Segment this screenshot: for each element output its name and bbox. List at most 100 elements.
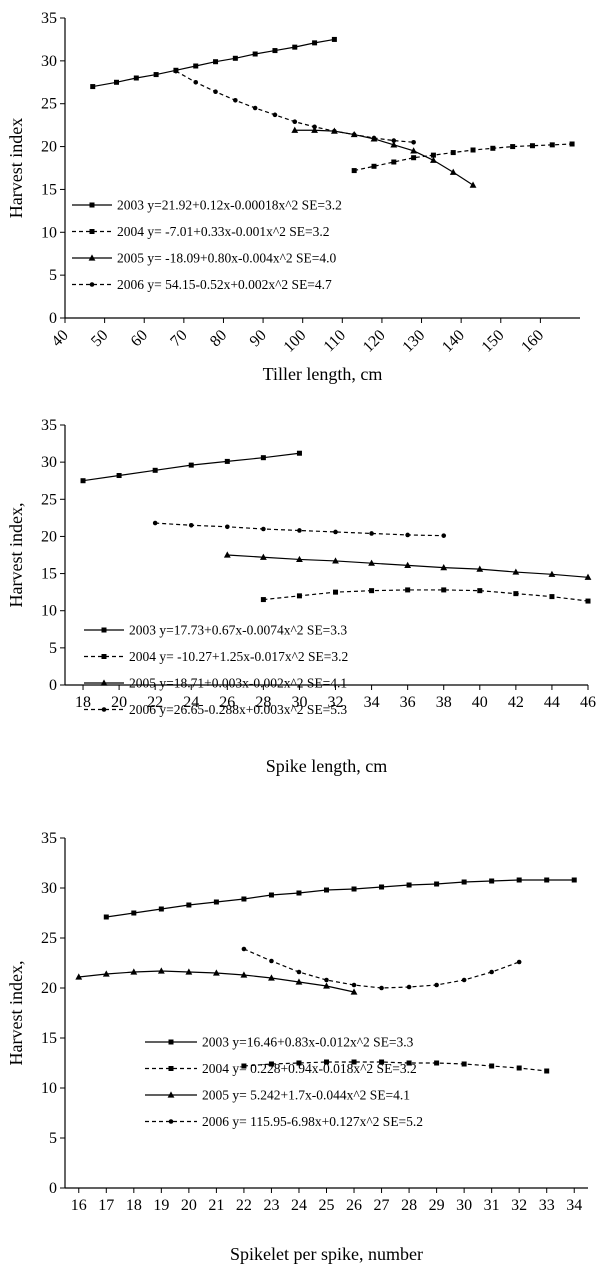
y-tick-label: 25	[41, 491, 57, 508]
data-point	[323, 982, 330, 989]
data-point	[232, 55, 238, 61]
data-point	[296, 555, 303, 563]
x-tick-label: 20	[181, 1197, 197, 1214]
data-point	[516, 877, 522, 883]
chart-svg: 0 5 10 15 20 25 30 35 40 50 60 70 80 90 100 110 120 130 14…	[6, 10, 580, 384]
data-point	[351, 886, 357, 892]
data-point	[252, 105, 258, 111]
data-point	[80, 478, 86, 484]
data-point	[269, 958, 274, 964]
legend-item: 2005 y=18.71+0.003x-0.002x^2 SE=4.1	[84, 676, 347, 691]
legend-marker	[101, 627, 107, 633]
legend-label: 2003 y=16.46+0.83x-0.012x^2 SE=3.3	[202, 1035, 414, 1050]
data-point	[268, 892, 274, 898]
x-tick-label: 17	[98, 1197, 114, 1214]
data-point	[259, 553, 267, 560]
x-tick-label: 60	[128, 327, 151, 350]
y-tick-label: 10	[41, 603, 57, 620]
series-4	[241, 946, 522, 991]
y-tick-label: 5	[49, 1130, 57, 1147]
x-tick-label: 22	[236, 1197, 252, 1214]
data-point	[510, 144, 516, 150]
data-point	[379, 1059, 385, 1065]
x-tick-label: 42	[508, 694, 524, 711]
x-tick-label: 80	[207, 327, 230, 350]
data-point	[404, 561, 412, 568]
data-point	[133, 75, 139, 81]
data-point	[225, 524, 230, 530]
legend-item: 2006 y= 54.15-0.52x+0.002x^2 SE=4.7	[72, 277, 332, 292]
data-point	[369, 531, 374, 536]
series-3	[75, 967, 358, 995]
x-tick-label: 25	[319, 1197, 335, 1214]
y-tick-label: 35	[41, 10, 57, 27]
x-tick-label: 29	[429, 1197, 445, 1214]
x-tick-label: 30	[291, 694, 307, 711]
series-3	[291, 126, 477, 188]
x-tick-label: 46	[580, 694, 596, 711]
data-point	[516, 959, 522, 965]
data-point	[406, 1060, 412, 1066]
data-point	[369, 588, 375, 594]
data-point	[368, 559, 375, 566]
legend-item: 2003 y=16.46+0.83x-0.012x^2 SE=3.3	[145, 1035, 414, 1050]
x-tick-label: 110	[321, 327, 350, 356]
legend-label: 2005 y=18.71+0.003x-0.002x^2 SE=4.1	[129, 676, 347, 691]
data-point	[173, 68, 179, 74]
data-point	[241, 896, 247, 902]
x-tick-label: 100	[281, 327, 310, 356]
x-tick-label: 34	[566, 1197, 582, 1214]
data-point	[332, 128, 337, 134]
data-point	[233, 97, 238, 103]
y-axis-label: Harvest index,	[6, 503, 26, 608]
y-tick-label: 15	[41, 181, 57, 198]
chart-svg: 0 5 10 15 20 25 30 35 16 17 18 19 20 21 22 23 24 25 26 27 28…	[6, 830, 588, 1264]
series-3	[223, 551, 592, 580]
data-point	[441, 533, 447, 538]
data-point	[131, 910, 137, 916]
y-tick-label: 0	[49, 310, 57, 327]
x-tick-label: 27	[374, 1197, 390, 1214]
legend-label: 2006 y= 115.95-6.98x+0.127x^2 SE=5.2	[202, 1114, 423, 1129]
data-point	[430, 152, 436, 158]
x-tick-label: 36	[400, 694, 416, 711]
data-point	[297, 528, 302, 533]
data-point	[291, 126, 299, 133]
data-point	[193, 79, 199, 85]
x-tick-label: 18	[126, 1197, 142, 1214]
data-point	[391, 138, 397, 143]
data-point	[405, 532, 410, 538]
data-point	[489, 878, 495, 884]
data-point	[333, 529, 338, 535]
data-point	[296, 450, 302, 456]
data-point	[157, 967, 165, 974]
series-4	[173, 68, 416, 145]
data-point	[295, 978, 303, 985]
y-tick-label: 35	[41, 417, 57, 434]
data-point	[411, 139, 416, 145]
x-tick-label: 70	[167, 327, 190, 350]
data-point	[296, 593, 302, 599]
data-point	[434, 982, 439, 988]
y-tick-label: 20	[41, 528, 57, 545]
legend: 2003 y=17.73+0.67x-0.0074x^2 SE=3.3 2004 …	[84, 623, 348, 717]
data-point	[410, 147, 418, 154]
data-point	[512, 568, 520, 575]
data-point	[90, 84, 96, 90]
series-2	[260, 587, 591, 604]
y-tick-label: 0	[49, 1180, 57, 1197]
data-point	[292, 119, 298, 125]
data-point	[268, 1061, 274, 1067]
legend-label: 2005 y= -18.09+0.80x-0.004x^2 SE=4.0	[117, 251, 337, 266]
data-point	[158, 906, 164, 912]
data-point	[272, 112, 278, 118]
x-tick-label: 24	[291, 1197, 307, 1214]
legend-marker	[89, 229, 95, 234]
legend-item: 2005 y= -18.09+0.80x-0.004x^2 SE=4.0	[72, 251, 337, 266]
data-point	[406, 984, 412, 990]
x-tick-label: 34	[364, 694, 380, 711]
legend-marker	[88, 254, 96, 261]
x-tick-label: 120	[360, 327, 389, 356]
data-point	[241, 946, 247, 952]
series-line	[263, 589, 589, 602]
